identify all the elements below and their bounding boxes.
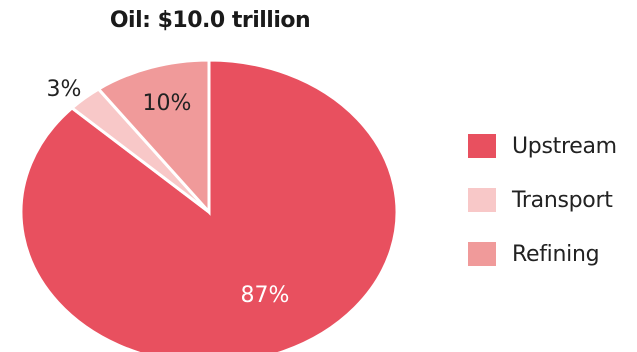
slice-refining (96, 58, 211, 216)
legend-label-transport: Transport (512, 187, 613, 213)
legend-label-refining: Refining (512, 241, 600, 267)
slice-label-refining: 10% (143, 91, 192, 116)
chart-title: Oil: $10.0 trillion (109, 8, 311, 33)
legend-swatch-refining (468, 242, 496, 266)
slice-label-upstream: 87% (241, 283, 290, 308)
slice-label-transport: 3% (47, 77, 82, 102)
legend-item-transport: Transport (468, 184, 617, 216)
legend-swatch-upstream (468, 134, 496, 158)
legend-swatch-transport (468, 188, 496, 212)
legend-item-upstream: Upstream (468, 130, 617, 162)
legend-item-refining: Refining (468, 238, 617, 270)
legend-label-upstream: Upstream (512, 133, 617, 159)
legend: Upstream Transport Refining (468, 130, 617, 292)
